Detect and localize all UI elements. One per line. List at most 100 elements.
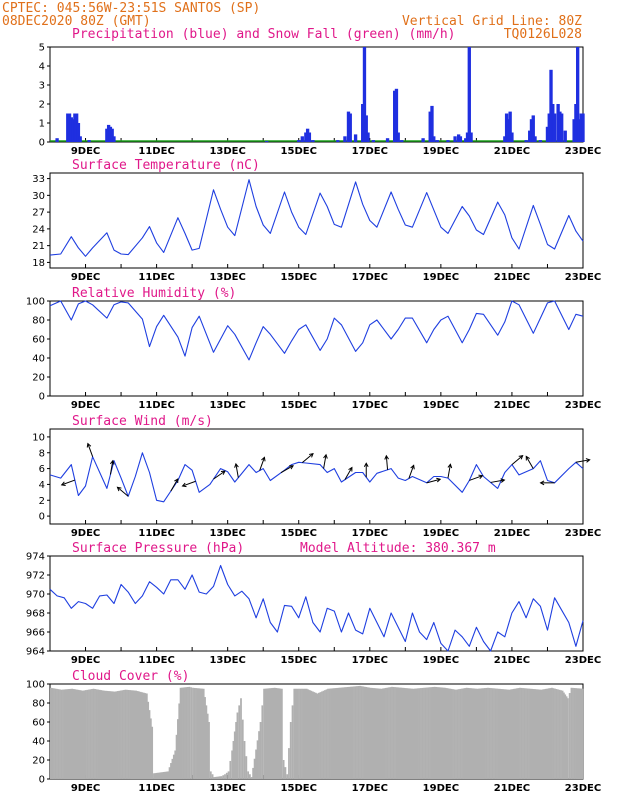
wind-vector-head [261,456,266,462]
cloud-cover-bar [53,688,55,779]
cloud-cover-bar [104,690,107,779]
pressure-x-tick-label: 17DEC [352,655,388,666]
precipitation-frame [49,46,584,143]
cloud-cover-bar [155,772,158,779]
cloud-cover-bar [371,687,374,779]
cloud-cover-bar [471,688,474,779]
cloud-cover-bar [494,688,497,779]
cloud-cover-bar [148,710,151,779]
cloud-cover-bar [540,689,543,779]
cloud-cover-bar [220,776,223,779]
cloud-cover-bar [378,688,381,779]
cloud-cover-bar [391,686,393,779]
cloud-cover-bar [465,687,468,779]
wind-vector [525,456,534,469]
cloud-cover-bar [236,712,239,779]
cloud-cover-bar [144,693,147,779]
cloud-cover-bar [537,689,540,779]
precipitation-x-tick-label: 15DEC [281,146,317,157]
cloud-cover-bar [294,688,297,779]
cloud-cover-bar [445,688,448,779]
cloud-cover-bar [222,775,225,779]
temperature-y-tick-label: 18 [32,258,45,269]
precipitation-bar [67,113,72,142]
cloud-cover-bar [256,740,259,779]
temperature-y-tick-label: 21 [32,241,45,252]
cloud-cover-bar [324,690,326,779]
cloud-cover-bar [579,688,582,779]
cloud-cover-bar [380,688,383,779]
wind-vector-head [109,459,115,465]
wind-vector [109,460,114,475]
wind-vector-head [384,454,389,460]
cloud-cover-bar [216,776,219,779]
cloud-cover-bar [182,687,185,779]
cloud-cover-bar [321,691,323,779]
cloud-cover-bar [441,687,444,779]
cloud-cover-bar [491,688,494,779]
precipitation-bar [105,128,109,142]
precipitation-bar [549,69,553,142]
precipitation-bar [581,113,585,142]
pressure-model-altitude: Model Altitude: 380.367 m [300,541,496,556]
cloud-cover-bar [261,705,264,779]
cloud-cover-bar [473,688,476,779]
precipitation-bar [106,124,111,142]
cloud-cover-bar [259,722,262,779]
cloud-cover-bar [54,688,57,779]
cloud-cover-bar [65,689,68,779]
cloud-cover-bar [430,687,433,779]
cloud_cover-x-tick-label: 11DEC [138,783,174,794]
wind-x-tick-label: 19DEC [423,528,459,539]
cloud-cover-bar [455,689,457,779]
precipitation-panel: 9DEC 11DEC 13DEC 15DEC 17DEC 19DEC 21DEC 23DEC 0… [39,43,602,158]
cloud-cover-bar [94,689,96,779]
pressure-x-tick-label: 11DEC [138,655,174,666]
pressure-y-tick-label: 972 [26,571,45,582]
wind-y-tick-label: 0 [39,512,45,523]
cloud-cover-bar [525,688,527,779]
cloud-cover-bar [293,688,296,779]
precipitation-bar [300,136,304,142]
cloud-cover-bar [171,758,174,779]
temperature-y-tick-label: 27 [32,208,45,219]
temperature-title: Surface Temperature (nC) [72,158,260,173]
precipitation-bar [366,132,370,142]
precipitation-bar [552,113,557,142]
cloud-cover-bar [178,703,181,779]
humidity-y-tick-label: 100 [26,297,45,308]
cloud-cover-bar [109,691,112,779]
cloud-cover-bar [337,687,340,779]
cloud_cover-panel: 9DEC 11DEC 13DEC 15DEC 17DEC 19DEC 21DEC 23DEC 0… [26,680,601,795]
humidity-x-tick-label: 11DEC [138,400,174,411]
cloud-cover-bar [388,687,390,779]
cloud-cover-bar [270,688,273,779]
cloud-cover-bar [72,689,75,779]
wind-vector [280,465,294,474]
cloud-cover-bar [126,689,128,779]
cloud-cover-bar [435,686,438,779]
wind-vector [490,479,505,483]
precipitation-y-tick-label: 1 [39,119,45,130]
temperature-x-tick-label: 17DEC [352,272,388,283]
cloud-cover-bar [206,713,209,779]
wind-frame [49,428,584,525]
cloud-cover-bar [426,687,428,779]
cloud-cover-bar [356,686,358,779]
pressure-y-tick-label: 964 [26,647,45,658]
cloud-cover-bar [529,688,532,779]
precipitation-bar [453,136,457,142]
cloud-cover-bar [130,690,133,779]
cloud-cover-bar [477,688,480,779]
cloud-cover-bar [479,688,482,779]
cloud-cover-bar [564,694,567,779]
cloud-cover-bar [488,687,491,779]
cloud-cover-bar [339,687,342,779]
cloud-cover-bar [291,705,294,779]
pressure-x-tick-label: 13DEC [209,655,245,666]
cloud_cover-y-tick-label: 40 [32,737,45,748]
cloud-cover-bar [101,690,104,779]
precipitation-bar [371,140,376,142]
precipitation-y-tick-label: 5 [39,43,45,54]
cloud-cover-bar [407,688,410,779]
